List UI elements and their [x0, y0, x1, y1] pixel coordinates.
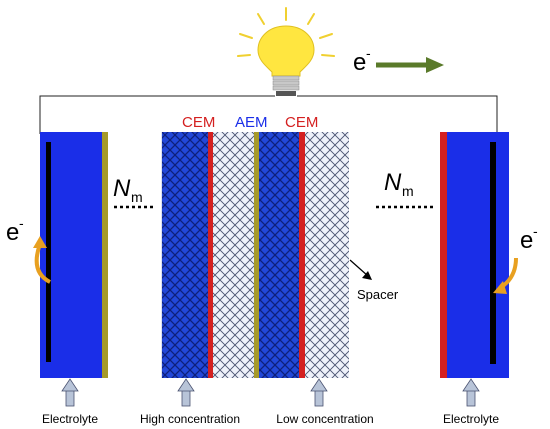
left-membrane — [102, 132, 108, 378]
electron-sup-right: - — [533, 223, 538, 239]
cem-label-1: CEM — [182, 114, 215, 131]
electrolyte-input-arrow-right — [462, 378, 480, 407]
n-sub-left: m — [131, 189, 143, 205]
electron-sup-left: - — [19, 215, 24, 231]
light-bulb-icon — [237, 7, 335, 96]
high-conc-input-arrow — [177, 378, 195, 407]
high-conc-compartment-1 — [162, 132, 208, 378]
right-current-collector — [490, 142, 496, 364]
electron-label-top: e — [353, 49, 366, 76]
cem-membrane-2 — [299, 132, 305, 378]
electron-label-left: e — [6, 219, 19, 246]
low-conc-input-arrow — [310, 378, 328, 407]
low-concentration-label: Low concentration — [276, 412, 373, 426]
low-conc-compartment-2 — [305, 132, 349, 378]
n-label-left: N — [113, 175, 131, 202]
cem-membrane-1 — [208, 132, 213, 378]
left-current-collector — [46, 142, 51, 362]
spacer-pointer-line — [349, 259, 369, 277]
electrolyte-label-left: Electrolyte — [42, 412, 98, 426]
electrolyte-input-arrow-left — [61, 378, 79, 407]
spacer-label: Spacer — [357, 287, 399, 302]
n-label-right: N — [384, 169, 402, 196]
spacer-pointer-head — [362, 271, 372, 280]
aem-membrane — [254, 132, 259, 378]
cem-label-2: CEM — [285, 114, 318, 131]
electron-sup-top: - — [366, 45, 371, 61]
high-concentration-label: High concentration — [140, 412, 240, 426]
circuit-wire-right — [297, 95, 498, 134]
circuit-wire-left — [39, 95, 275, 134]
electron-flow-arrow — [376, 57, 444, 73]
aem-label: AEM — [235, 114, 268, 131]
low-conc-compartment-1 — [213, 132, 254, 378]
electron-arrow-left — [34, 243, 52, 284]
electron-label-right: e — [520, 227, 533, 254]
right-membrane — [440, 132, 447, 378]
electron-arrow-right-head — [493, 281, 507, 294]
high-conc-compartment-2 — [259, 132, 299, 378]
electrolyte-label-right: Electrolyte — [443, 412, 499, 426]
electron-arrow-left-head — [33, 236, 47, 248]
n-sub-right: m — [402, 183, 414, 199]
right-electrode — [447, 132, 509, 378]
